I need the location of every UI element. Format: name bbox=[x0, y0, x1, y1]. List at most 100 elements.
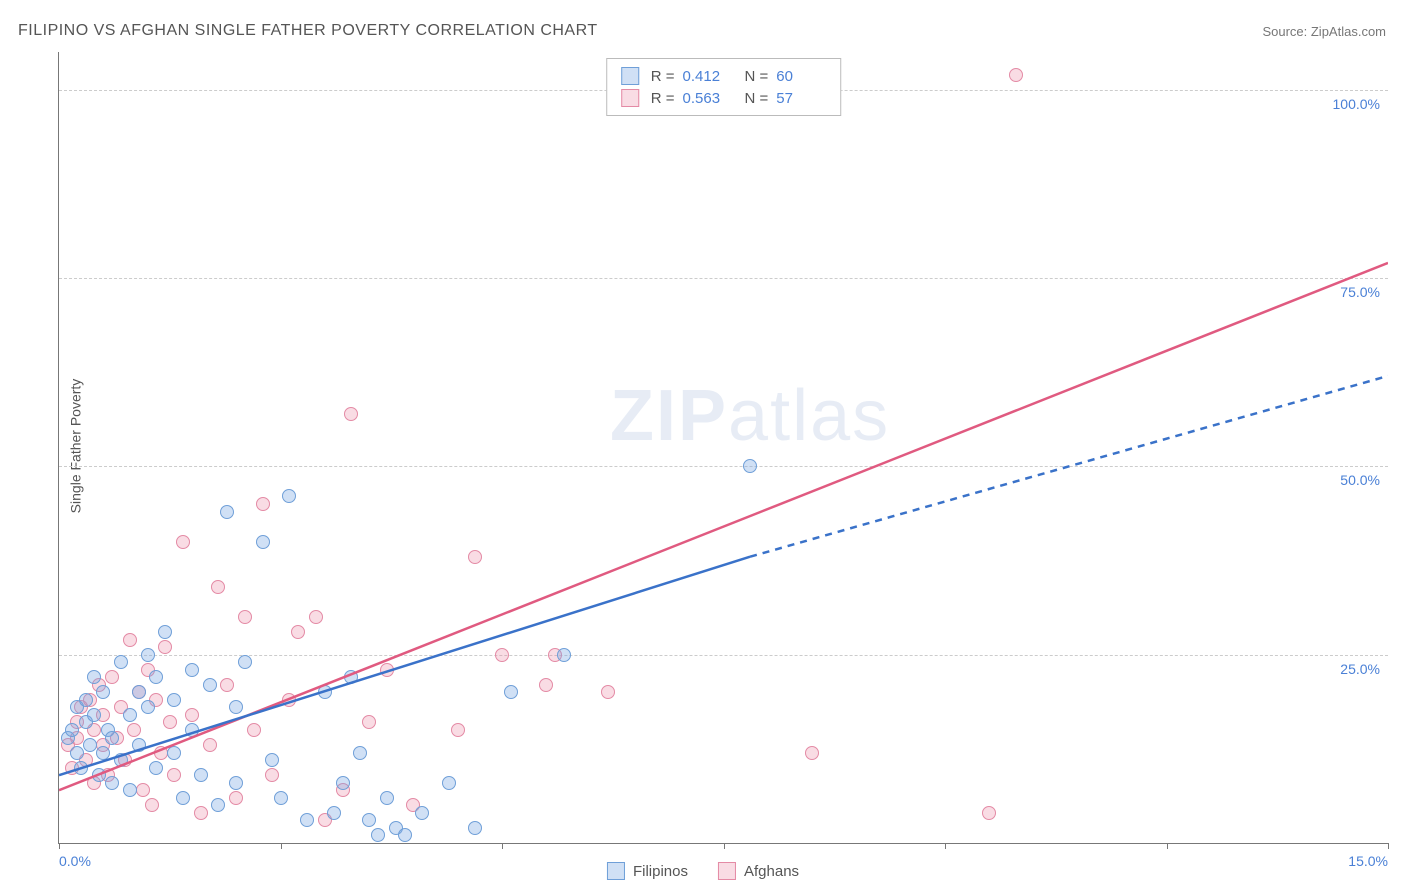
scatter-point-filipinos bbox=[105, 731, 119, 745]
watermark: ZIPatlas bbox=[610, 375, 890, 457]
scatter-point-afghans bbox=[282, 693, 296, 707]
scatter-point-filipinos bbox=[743, 459, 757, 473]
scatter-point-afghans bbox=[256, 497, 270, 511]
scatter-point-afghans bbox=[309, 610, 323, 624]
scatter-point-filipinos bbox=[282, 489, 296, 503]
scatter-point-filipinos bbox=[70, 746, 84, 760]
scatter-point-afghans bbox=[495, 648, 509, 662]
x-tick-label: 15.0% bbox=[1348, 853, 1388, 869]
scatter-point-afghans bbox=[158, 640, 172, 654]
scatter-point-filipinos bbox=[74, 761, 88, 775]
scatter-point-filipinos bbox=[468, 821, 482, 835]
scatter-point-afghans bbox=[468, 550, 482, 564]
scatter-point-filipinos bbox=[220, 505, 234, 519]
scatter-point-filipinos bbox=[87, 708, 101, 722]
source-attribution: Source: ZipAtlas.com bbox=[1262, 24, 1386, 39]
scatter-point-filipinos bbox=[353, 746, 367, 760]
scatter-point-filipinos bbox=[158, 625, 172, 639]
x-tick-mark bbox=[281, 843, 282, 849]
y-tick-label: 100.0% bbox=[1333, 96, 1380, 112]
scatter-point-filipinos bbox=[105, 776, 119, 790]
scatter-point-filipinos bbox=[194, 768, 208, 782]
scatter-point-afghans bbox=[362, 715, 376, 729]
n-label: N = bbox=[745, 90, 769, 107]
scatter-point-filipinos bbox=[167, 693, 181, 707]
y-tick-label: 50.0% bbox=[1340, 472, 1380, 488]
scatter-point-filipinos bbox=[371, 828, 385, 842]
scatter-point-afghans bbox=[380, 663, 394, 677]
y-tick-label: 25.0% bbox=[1340, 661, 1380, 677]
legend-swatch-filipinos bbox=[607, 862, 625, 880]
scatter-point-filipinos bbox=[557, 648, 571, 662]
scatter-point-filipinos bbox=[256, 535, 270, 549]
scatter-point-filipinos bbox=[79, 693, 93, 707]
scatter-point-filipinos bbox=[123, 783, 137, 797]
scatter-point-filipinos bbox=[96, 685, 110, 699]
scatter-point-filipinos bbox=[123, 708, 137, 722]
swatch-filipinos bbox=[621, 67, 639, 85]
scatter-point-filipinos bbox=[229, 776, 243, 790]
x-tick-label: 0.0% bbox=[59, 853, 91, 869]
scatter-point-afghans bbox=[203, 738, 217, 752]
scatter-point-afghans bbox=[344, 407, 358, 421]
scatter-point-filipinos bbox=[83, 738, 97, 752]
swatch-afghans bbox=[621, 89, 639, 107]
scatter-point-afghans bbox=[211, 580, 225, 594]
legend-label-filipinos: Filipinos bbox=[633, 863, 688, 880]
r-label: R = bbox=[651, 68, 675, 85]
scatter-point-afghans bbox=[1009, 68, 1023, 82]
scatter-point-afghans bbox=[451, 723, 465, 737]
scatter-point-filipinos bbox=[362, 813, 376, 827]
scatter-point-filipinos bbox=[96, 746, 110, 760]
scatter-point-filipinos bbox=[300, 813, 314, 827]
n-label: N = bbox=[745, 68, 769, 85]
scatter-point-filipinos bbox=[114, 655, 128, 669]
legend-label-afghans: Afghans bbox=[744, 863, 799, 880]
watermark-text-a: ZIP bbox=[610, 376, 728, 456]
scatter-point-afghans bbox=[982, 806, 996, 820]
scatter-point-filipinos bbox=[442, 776, 456, 790]
scatter-point-afghans bbox=[136, 783, 150, 797]
legend-item-filipinos: Filipinos bbox=[607, 862, 688, 880]
scatter-point-afghans bbox=[238, 610, 252, 624]
scatter-point-filipinos bbox=[415, 806, 429, 820]
watermark-text-b: atlas bbox=[728, 376, 890, 456]
scatter-point-afghans bbox=[265, 768, 279, 782]
scatter-point-afghans bbox=[123, 633, 137, 647]
scatter-point-filipinos bbox=[114, 753, 128, 767]
scatter-point-afghans bbox=[539, 678, 553, 692]
x-tick-mark bbox=[945, 843, 946, 849]
scatter-point-filipinos bbox=[132, 685, 146, 699]
y-tick-label: 75.0% bbox=[1340, 284, 1380, 300]
scatter-point-afghans bbox=[127, 723, 141, 737]
gridline bbox=[59, 278, 1388, 279]
scatter-point-afghans bbox=[185, 708, 199, 722]
scatter-point-filipinos bbox=[185, 663, 199, 677]
scatter-point-filipinos bbox=[504, 685, 518, 699]
legend-swatch-afghans bbox=[718, 862, 736, 880]
scatter-point-filipinos bbox=[398, 828, 412, 842]
scatter-point-filipinos bbox=[149, 670, 163, 684]
scatter-point-filipinos bbox=[318, 685, 332, 699]
scatter-point-filipinos bbox=[167, 746, 181, 760]
scatter-point-filipinos bbox=[265, 753, 279, 767]
r-label: R = bbox=[651, 90, 675, 107]
x-tick-mark bbox=[724, 843, 725, 849]
scatter-point-filipinos bbox=[229, 700, 243, 714]
stats-row-filipinos: R = 0.412 N = 60 bbox=[621, 65, 827, 87]
scatter-point-afghans bbox=[194, 806, 208, 820]
scatter-point-afghans bbox=[291, 625, 305, 639]
scatter-point-afghans bbox=[167, 768, 181, 782]
legend-item-afghans: Afghans bbox=[718, 862, 799, 880]
scatter-point-afghans bbox=[163, 715, 177, 729]
scatter-point-filipinos bbox=[327, 806, 341, 820]
scatter-point-afghans bbox=[176, 535, 190, 549]
scatter-point-afghans bbox=[805, 746, 819, 760]
x-tick-mark bbox=[59, 843, 60, 849]
scatter-point-filipinos bbox=[141, 700, 155, 714]
scatter-point-filipinos bbox=[87, 670, 101, 684]
scatter-point-filipinos bbox=[238, 655, 252, 669]
scatter-point-filipinos bbox=[380, 791, 394, 805]
gridline bbox=[59, 466, 1388, 467]
x-tick-mark bbox=[1388, 843, 1389, 849]
